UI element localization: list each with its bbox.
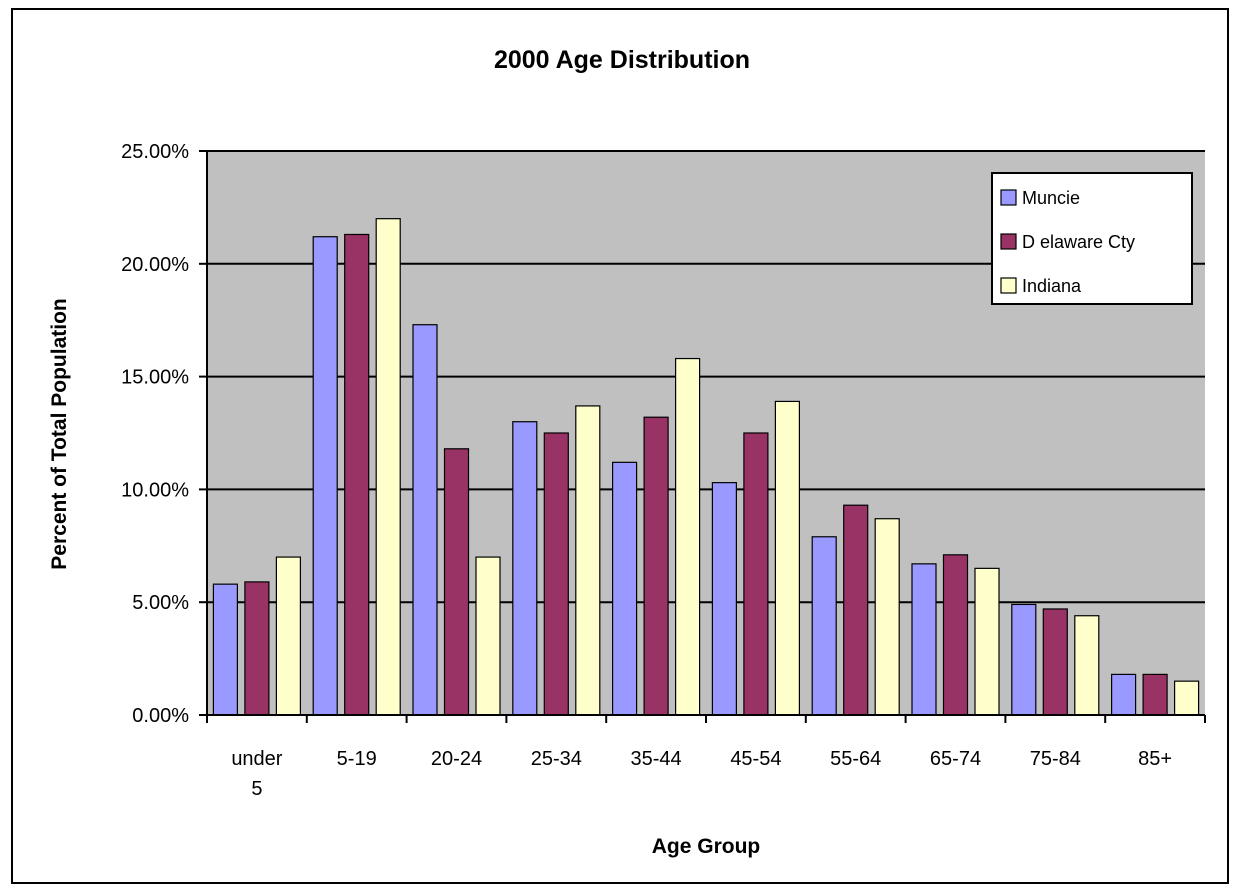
- bar-d-elaware-cty-4: [643, 416, 669, 716]
- legend-swatch: [1000, 277, 1017, 294]
- bar-indiana-8: [1074, 615, 1100, 716]
- gridlines: [207, 150, 1205, 604]
- y-tick-label: 15.00%: [121, 367, 189, 389]
- y-ticks: 0.00% 5.00% 10.00% 15.00% 20.00% 25.00%: [121, 141, 207, 727]
- bar-muncie-9: [1110, 673, 1137, 716]
- bar-indiana-7: [974, 567, 1000, 716]
- x-tick-label: 55-64: [830, 748, 881, 770]
- y-axis-title: Percent of Total Population: [48, 298, 71, 569]
- chart-title: 2000 Age Distribution: [494, 46, 750, 74]
- x-tick-label: 20-24: [431, 748, 482, 770]
- bar-muncie-3: [512, 421, 538, 716]
- x-tick-label: 35-44: [631, 748, 682, 770]
- bar-indiana-5: [774, 400, 801, 716]
- legend-label: D elaware Cty: [1022, 232, 1135, 252]
- bar-d-elaware-cty-9: [1142, 673, 1168, 716]
- bar-chart: 0.00% 5.00% 10.00% 15.00% 20.00% 25.00% under…: [48, 46, 1206, 858]
- x-tick-label: 45-54: [730, 748, 781, 770]
- y-tick-label: 25.00%: [121, 141, 189, 163]
- bar-indiana-9: [1173, 680, 1200, 716]
- bar-d-elaware-cty-0: [244, 581, 270, 716]
- bar-muncie-1: [312, 236, 338, 716]
- y-tick-label: 5.00%: [132, 592, 189, 614]
- x-axis-title: Age Group: [652, 835, 761, 858]
- bar-indiana-6: [874, 518, 900, 716]
- x-tick-label: 85+: [1138, 748, 1172, 770]
- bar-muncie-6: [811, 536, 837, 716]
- bar-muncie-8: [1011, 603, 1037, 716]
- bar-d-elaware-cty-1: [344, 233, 370, 716]
- y-tick-label: 0.00%: [132, 705, 189, 727]
- bar-muncie-7: [911, 563, 937, 716]
- bar-d-elaware-cty-6: [843, 504, 869, 716]
- legend-swatch: [1000, 189, 1017, 206]
- legend-label: Muncie: [1022, 188, 1080, 208]
- x-tick-label: 5-19: [337, 748, 377, 770]
- y-tick-label: 20.00%: [121, 254, 189, 276]
- bar-d-elaware-cty-7: [942, 554, 969, 716]
- bar-muncie-0: [212, 583, 238, 716]
- bar-indiana-1: [375, 218, 401, 716]
- y-tick-label: 10.00%: [121, 479, 189, 501]
- chart-frame: 0.00% 5.00% 10.00% 15.00% 20.00% 25.00% under…: [11, 8, 1229, 884]
- legend-swatch: [1000, 233, 1017, 250]
- bar-d-elaware-cty-2: [443, 448, 470, 716]
- bar-indiana-3: [575, 405, 601, 716]
- bar-muncie-5: [711, 482, 738, 716]
- bar-muncie-4: [611, 461, 638, 716]
- x-tick-label: 75-84: [1030, 748, 1081, 770]
- bar-indiana-4: [674, 357, 701, 716]
- x-tick-label: 25-34: [531, 748, 582, 770]
- bar-indiana-0: [275, 556, 301, 716]
- bar-indiana-2: [475, 556, 501, 716]
- bar-d-elaware-cty-5: [743, 432, 769, 716]
- x-ticks: under 5 5-19 20-24 25-34 35-44 45-54 55-64 65-74…: [206, 715, 1206, 800]
- bar-muncie-2: [412, 324, 438, 716]
- bar-d-elaware-cty-8: [1042, 608, 1068, 716]
- legend-label: Indiana: [1022, 276, 1082, 296]
- bar-d-elaware-cty-3: [543, 432, 569, 716]
- legend: Muncie D elaware Cty Indiana: [991, 172, 1193, 305]
- legend-box: [991, 172, 1193, 305]
- x-tick-label: under 5: [231, 748, 282, 800]
- x-tick-label: 65-74: [930, 748, 981, 770]
